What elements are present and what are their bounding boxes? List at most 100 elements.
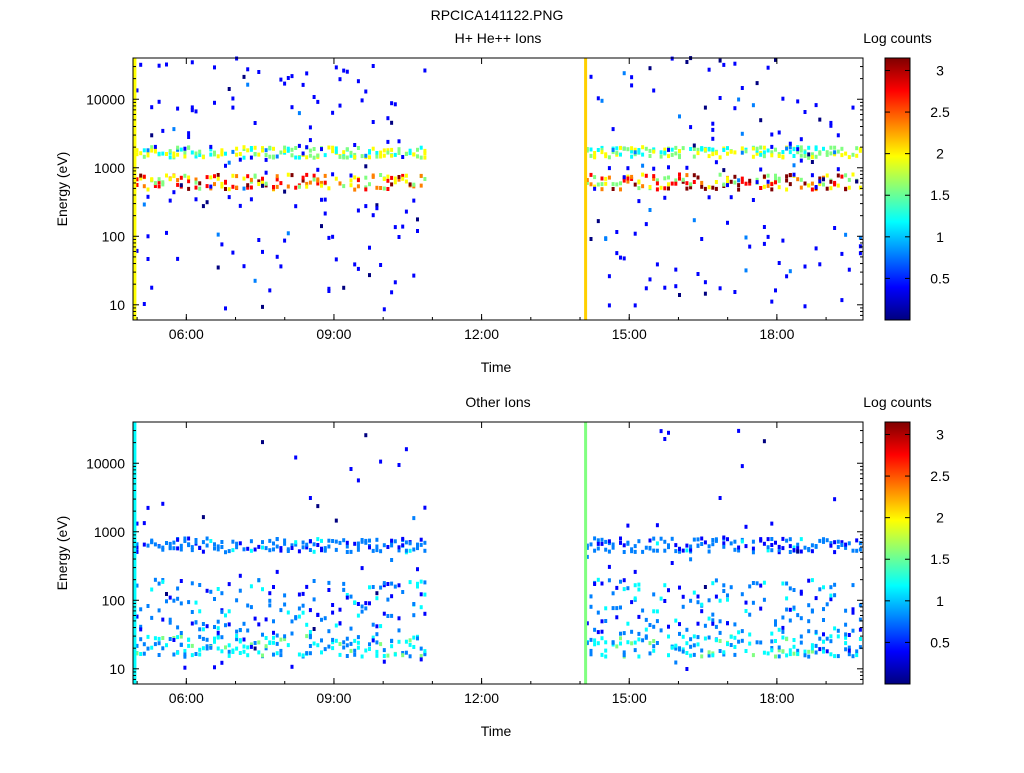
heatmap-cell xyxy=(667,653,670,658)
heatmap-cell xyxy=(368,182,371,187)
heatmap-cell xyxy=(246,628,250,633)
heatmap-cell xyxy=(375,624,379,629)
heatmap-cell xyxy=(334,176,338,181)
heatmap-cell xyxy=(674,660,678,665)
heatmap-cell xyxy=(183,665,187,670)
heatmap-cell xyxy=(792,548,796,553)
y-tick-label: 100 xyxy=(102,228,126,244)
heatmap-cell xyxy=(416,154,419,159)
heatmap-cell xyxy=(825,538,829,543)
heatmap-cell xyxy=(807,548,811,553)
heatmap-cell xyxy=(386,174,390,179)
heatmap-cell xyxy=(150,645,154,650)
heatmap-cell xyxy=(279,548,283,553)
heatmap-cell xyxy=(139,652,143,656)
heatmap-cell xyxy=(748,632,752,637)
heatmap-cell xyxy=(637,539,641,544)
heatmap-cell xyxy=(777,648,781,653)
heatmap-cell xyxy=(611,606,615,611)
heatmap-cell xyxy=(238,651,242,655)
heatmap-cell xyxy=(390,182,394,187)
heatmap-cell xyxy=(142,154,146,159)
heatmap-cell xyxy=(172,546,176,551)
heatmap-cell xyxy=(847,155,851,160)
heatmap-cell xyxy=(737,187,741,192)
heatmap-cell xyxy=(604,236,608,241)
heatmap-cell xyxy=(851,628,855,633)
heatmap-cell xyxy=(213,639,216,644)
heatmap-cell xyxy=(796,542,800,547)
heatmap-cell xyxy=(253,278,257,283)
heatmap-cell xyxy=(390,644,394,649)
heatmap-cell xyxy=(176,650,180,655)
heatmap-cell xyxy=(201,622,205,626)
panel-title: Other Ions xyxy=(465,394,530,410)
heatmap-cell xyxy=(356,547,360,552)
heatmap-cell xyxy=(360,654,364,659)
heatmap-cell xyxy=(375,206,379,211)
heatmap-cell xyxy=(847,633,851,637)
heatmap-cell xyxy=(604,547,608,552)
heatmap-cell xyxy=(331,637,335,642)
heatmap-cell xyxy=(423,68,427,73)
heatmap-cell xyxy=(235,545,239,550)
heatmap-cell xyxy=(187,135,191,139)
heatmap-cell xyxy=(700,237,704,241)
heatmap-cell xyxy=(393,180,397,185)
heatmap-cell xyxy=(139,176,143,181)
heatmap-cell xyxy=(253,121,257,125)
heatmap-cell xyxy=(822,632,825,637)
heatmap-cell xyxy=(810,187,814,192)
heatmap-cell xyxy=(382,648,386,653)
heatmap-cell xyxy=(822,146,825,151)
heatmap-cell xyxy=(294,146,298,150)
heatmap-cell xyxy=(146,234,150,239)
heatmap-cell xyxy=(788,652,792,657)
heatmap-cell xyxy=(301,591,305,596)
heatmap-cell xyxy=(847,648,851,653)
heatmap-cell xyxy=(146,257,150,261)
heatmap-cell xyxy=(822,537,825,542)
heatmap-cell xyxy=(401,543,405,548)
heatmap-cell xyxy=(142,202,146,207)
heatmap-cell xyxy=(327,629,331,634)
heatmap-cell xyxy=(615,606,619,611)
heatmap-cell xyxy=(353,652,357,657)
heatmap-cell xyxy=(755,151,759,156)
heatmap-cell xyxy=(224,187,227,191)
heatmap-cell xyxy=(235,146,239,151)
heatmap-cell xyxy=(825,602,829,607)
heatmap-cell xyxy=(216,154,220,159)
heatmap-cell xyxy=(751,539,755,544)
heatmap-cell xyxy=(301,603,305,608)
heatmap-cell xyxy=(663,539,667,544)
heatmap-cell xyxy=(423,580,427,585)
heatmap-cell xyxy=(150,285,154,290)
heatmap-cell xyxy=(792,644,796,649)
heatmap-cell xyxy=(272,635,275,640)
heatmap-cell xyxy=(205,536,209,541)
heatmap-cell xyxy=(589,153,593,158)
heatmap-cell xyxy=(393,225,397,230)
heatmap-cell xyxy=(279,150,283,155)
heatmap-cell xyxy=(707,549,711,554)
heatmap-cell xyxy=(722,182,726,187)
heatmap-cell xyxy=(279,608,283,613)
heatmap-cell xyxy=(670,147,674,152)
heatmap-cell xyxy=(194,538,198,542)
heatmap-cell xyxy=(696,537,700,542)
heatmap-cell xyxy=(209,589,213,594)
heatmap-cell xyxy=(637,179,641,184)
heatmap-cell xyxy=(593,582,597,586)
heatmap-cell xyxy=(707,544,711,549)
heatmap-cell xyxy=(600,98,604,103)
heatmap-cell xyxy=(781,96,785,101)
y-axis-label: Energy (eV) xyxy=(54,516,70,591)
heatmap-cell xyxy=(161,501,165,506)
heatmap-cell xyxy=(748,244,752,249)
heatmap-cell xyxy=(655,548,659,553)
heatmap-cell xyxy=(619,255,622,260)
heatmap-cell xyxy=(726,642,729,647)
heatmap-cell xyxy=(589,648,593,653)
heatmap-cell xyxy=(371,174,375,179)
